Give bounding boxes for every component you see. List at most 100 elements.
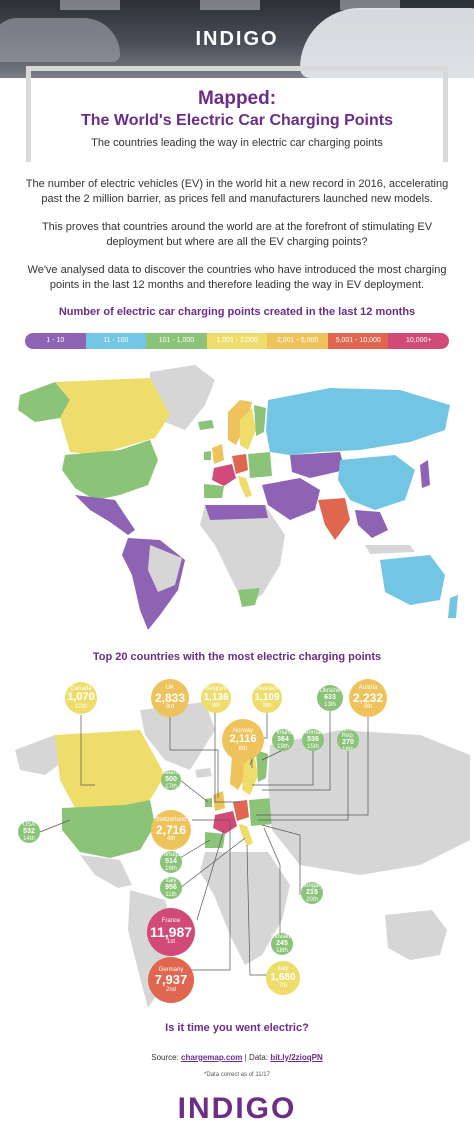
country-bubble: UK 2,833 3rd [151,679,189,717]
legend-item: 2,001 - 5,000 [267,333,328,349]
india [318,498,350,540]
intro-paragraph-2: This proves that countries around the wo… [41,221,433,248]
country-bubble: Portugal 514 16th [160,851,182,873]
source-separator: | [244,1053,247,1062]
ceiling-light [200,0,260,10]
china [338,455,415,510]
sweden [242,752,258,795]
country-name: Ireland [161,770,181,777]
data-link[interactable]: bit.ly/2zioqPN [270,1053,323,1062]
north-africa [205,505,268,520]
country-value: 7,937 [154,972,188,988]
australia [385,910,447,960]
country-bubble: Ireland 500 17th [161,770,181,790]
page-subtitle-title: The World's Electric Car Charging Points [80,112,393,129]
country-rank: 1st [166,939,175,946]
country-name: Finland [273,730,293,737]
country-bubble: Czech Rep. 270 16th [337,727,359,753]
data-note: *Data correct as of 11/17 [204,1072,270,1078]
country-rank: 14th [23,835,35,842]
legend-title: Number of electric car charging points c… [58,306,416,318]
cta-question: Is it time you went electric? [165,1022,309,1034]
country-value: 2,716 [155,822,187,837]
country-bubble: Finland 364 19th [272,729,294,751]
country-bubble: Norway 2,116 6th [222,719,264,761]
source-link[interactable]: chargemap.com [181,1053,243,1062]
brazil [148,545,182,592]
country-value: 514 [165,858,177,866]
country-value: 1,136 [203,691,229,703]
title-frame [26,66,448,162]
country-value: 2,116 [229,733,257,746]
legend-item: 5,001 - 10,000 [327,333,389,349]
world-map [18,365,458,630]
portugal-spain [205,832,225,848]
country-value: 956 [165,884,177,892]
country-rank: 16th [165,865,177,872]
country-bubble: Switzerland 2,716 4th [151,810,191,850]
country-value: 500 [165,776,177,784]
country-rank: 13th [324,701,336,708]
country-rank: 18th [276,947,288,954]
country-bubble: France 11,987 1st [147,908,195,956]
hero-logo: INDIGO [195,28,279,50]
country-rank: 15th [307,743,319,750]
country-value: 11,987 [149,923,193,940]
country-rank: 20th [306,896,318,903]
africa [200,852,290,965]
country-rank: 12th [75,703,87,710]
country-name: Canada [70,685,92,692]
mexico [75,495,135,535]
canada [55,730,165,810]
spain [204,484,224,498]
country-rank: 17th [165,783,177,790]
russia-asia [268,730,470,875]
tagline: The countries leading the way in electri… [91,137,383,149]
eastern-europe [249,798,274,826]
france [213,811,237,834]
country-value: 633 [324,694,336,702]
country-rank: 7th [278,983,288,990]
country-name: USA [22,822,36,829]
country-bubble: Slovakia 245 18th [271,933,293,955]
finland [256,750,268,782]
country-value: 215 [306,889,318,897]
country-name: Italy [277,966,289,973]
country-value: 2,833 [154,690,186,705]
se-asia [355,510,388,538]
country-name: Denmark [300,730,326,737]
iceland [198,420,214,430]
country-value: 364 [277,736,289,744]
usa [62,800,155,858]
country-name: Hungary [300,883,324,890]
country-bubble: Canada 1,070 12th [65,682,97,714]
data-label: Data: [248,1053,269,1062]
alaska [18,382,70,422]
country-rank: 2nd [165,986,176,993]
germany [233,800,249,821]
country-rank: 4th [166,836,176,843]
top20-title: Top 20 countries with the most electric … [92,651,382,663]
car-image [0,18,120,62]
country-name: Switzerland [155,817,187,824]
country-value: 532 [23,828,35,836]
source-line: Source: chargemap.com | Data: bit.ly/2zi… [0,1053,474,1062]
page-title: Mapped: [197,88,277,109]
country-name: Austria [358,685,378,692]
uk [213,791,225,811]
germany [232,454,248,474]
country-rank: 8th [211,703,221,710]
uk [212,444,224,464]
country-bubble: Italy 956 11th [160,877,182,899]
greenland [140,702,215,770]
country-value: 1,109 [254,691,280,703]
source-label: Source: [151,1053,179,1062]
legend-item: 1 - 10 [25,333,86,349]
italy [239,824,253,846]
south-africa [238,588,260,607]
country-value: 2,232 [352,690,384,705]
mexico [80,855,132,888]
country-value: 245 [276,940,288,948]
country-rank: 11th [165,891,177,898]
country-name: Belgium [205,686,227,693]
